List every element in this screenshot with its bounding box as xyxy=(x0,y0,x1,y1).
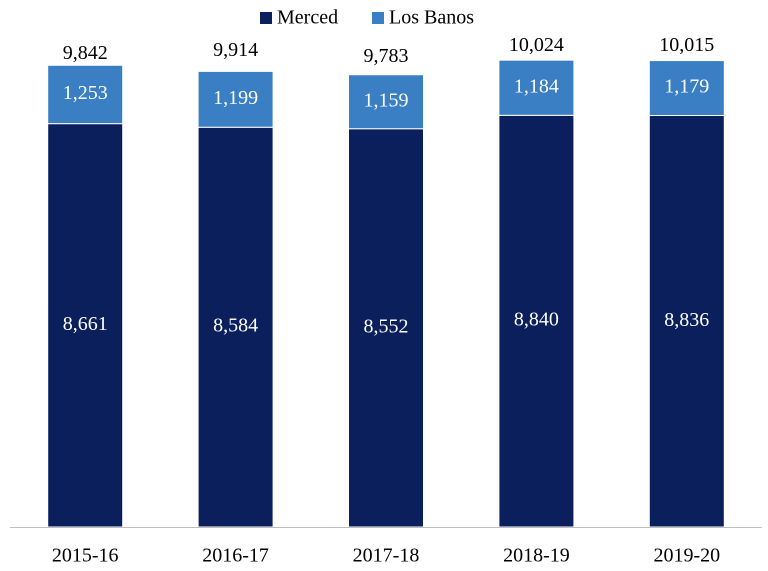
bar-segment xyxy=(348,74,424,130)
data-label: 8,661 xyxy=(63,313,108,335)
data-label: 1,179 xyxy=(664,76,709,98)
data-label: 8,836 xyxy=(664,309,709,331)
x-tick-label: 2018-19 xyxy=(503,545,570,567)
x-tick-label: 2015-16 xyxy=(52,545,119,567)
legend-swatch xyxy=(260,12,272,24)
bar-segment xyxy=(348,128,424,528)
legend-label: Los Banos xyxy=(389,7,474,29)
x-tick-label: 2017-18 xyxy=(353,545,420,567)
total-label: 10,024 xyxy=(509,34,564,56)
data-label: 1,199 xyxy=(213,87,258,109)
data-label: 8,840 xyxy=(514,309,559,331)
data-label: 1,184 xyxy=(514,75,559,97)
legend-label: Merced xyxy=(277,7,338,29)
x-tick-label: 2019-20 xyxy=(653,545,720,567)
bar-segment xyxy=(498,59,575,116)
x-tick-label: 2016-17 xyxy=(202,545,269,567)
bar-segment xyxy=(197,70,274,128)
bar-segment xyxy=(47,123,124,528)
bar-segment xyxy=(47,64,124,125)
bar-segment xyxy=(648,60,725,116)
data-label: 8,584 xyxy=(213,315,258,337)
data-label: 8,552 xyxy=(364,315,409,337)
total-label: 9,783 xyxy=(364,45,409,67)
total-label: 9,842 xyxy=(63,42,108,64)
total-label: 10,015 xyxy=(659,34,714,56)
data-label: 1,253 xyxy=(63,82,108,104)
legend-swatch xyxy=(372,12,384,24)
data-label: 1,159 xyxy=(364,89,409,111)
total-label: 9,914 xyxy=(213,39,258,61)
